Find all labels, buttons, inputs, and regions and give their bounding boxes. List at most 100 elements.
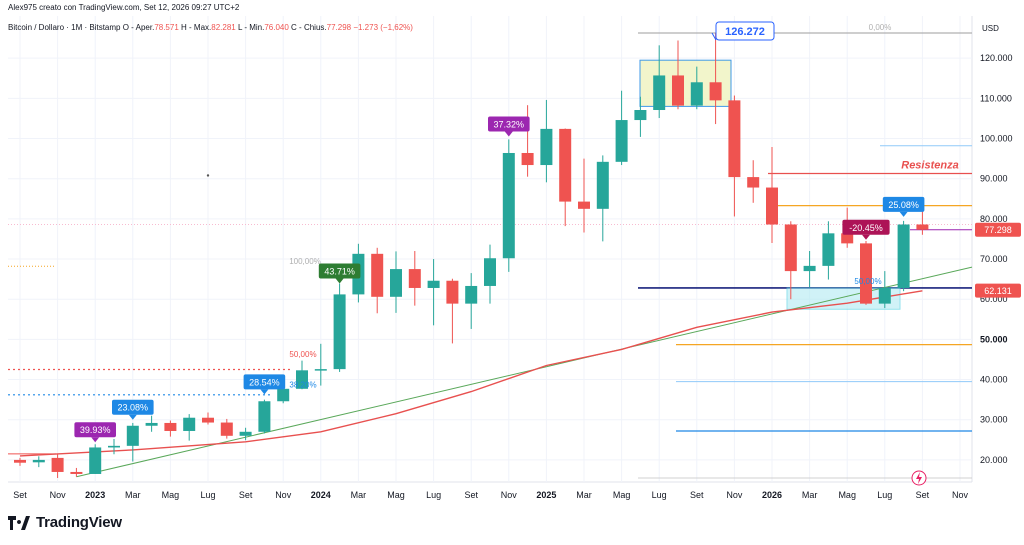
candle-body — [484, 258, 496, 286]
candle — [145, 415, 158, 432]
candle — [108, 439, 120, 455]
y-tick-label: 40.000 — [980, 375, 1008, 385]
tradingview-logo-text: TradingView — [36, 514, 122, 531]
candle-body — [841, 233, 854, 244]
candle-body — [258, 401, 271, 432]
resistance-label: Resistenza — [901, 160, 958, 172]
percent-badge: 39.93% — [74, 422, 116, 443]
candle — [578, 158, 590, 233]
y-tick-label: 120.000 — [980, 53, 1013, 63]
candle — [860, 240, 872, 305]
x-tick-label: Nov — [275, 490, 292, 500]
badge-box — [74, 422, 116, 438]
badge-pointer — [335, 278, 344, 284]
candle — [70, 467, 83, 477]
low-value: 76.040 — [264, 23, 289, 32]
badge-pointer — [899, 211, 908, 217]
x-tick-label: Lug — [426, 490, 441, 500]
candle-body — [51, 457, 64, 472]
x-tick-label: Set — [464, 490, 478, 500]
candle-body — [126, 425, 139, 446]
trendline — [76, 266, 973, 478]
candle — [239, 427, 252, 441]
currency-label: USD — [982, 24, 999, 33]
candle-body — [465, 285, 478, 304]
x-tick-label: 2025 — [536, 490, 556, 500]
candle-body — [822, 233, 835, 266]
x-tick-label: Mar — [576, 490, 592, 500]
close-label: C — [291, 23, 297, 32]
lightning-icon — [911, 470, 927, 486]
x-tick-label: Nov — [50, 490, 67, 500]
lightning-icon-bolt — [916, 472, 922, 484]
chart-annotations: 126.272 0,00% 100,00% 50,00% 38,20% 50,00% Res… — [74, 21, 1021, 486]
percent-badge: 43.71% — [318, 263, 361, 284]
open-text: Aper. — [135, 23, 155, 32]
price-tag: 77.298 — [975, 222, 1021, 237]
percent-badge: 25.08% — [882, 196, 925, 217]
price-tag-text: 77.298 — [984, 225, 1012, 235]
badge-pointer — [128, 414, 137, 420]
badge-box — [882, 196, 925, 212]
x-tick-label: Nov — [726, 490, 743, 500]
badge-text: 37.32% — [494, 120, 525, 130]
candle-body — [314, 369, 327, 371]
candle — [126, 422, 139, 462]
badge-text: 39.93% — [80, 425, 111, 435]
x-tick-label: Mag — [613, 490, 631, 500]
author-line: Alex975 creato con TradingView.com, Set … — [8, 3, 240, 12]
candle-body — [164, 422, 177, 431]
badge-pointer — [91, 437, 100, 443]
candle-body — [596, 161, 609, 209]
candle — [427, 259, 440, 326]
callout-text: 126.272 — [725, 26, 765, 38]
candle-body — [277, 388, 290, 402]
y-tick-label: 80.000 — [980, 214, 1008, 224]
price-tag-box — [975, 222, 1021, 237]
x-tick-label: Lug — [652, 490, 667, 500]
price-tag-box — [975, 283, 1021, 298]
fib-label: 50,00% — [854, 277, 881, 286]
badge-text: -20.45% — [849, 223, 883, 233]
tradingview-logo[interactable]: TradingView — [8, 514, 122, 531]
candle — [484, 244, 496, 304]
percent-badge: 23.08% — [112, 399, 154, 420]
high-text: Max. — [193, 23, 212, 32]
candle-body — [521, 152, 534, 166]
fib-label: 100,00% — [289, 257, 321, 266]
candle-body — [89, 447, 102, 474]
candle-body — [634, 110, 647, 121]
candle — [390, 251, 402, 313]
x-tick-label: Nov — [952, 490, 969, 500]
candle — [89, 444, 102, 474]
candle — [465, 273, 478, 329]
x-tick-label: Lug — [200, 490, 215, 500]
badge-text: 23.08% — [118, 403, 149, 413]
x-tick-label: Set — [916, 490, 930, 500]
candle-body — [916, 224, 929, 230]
x-tick-label: Set — [690, 490, 704, 500]
y-tick-label: 20.000 — [980, 455, 1008, 465]
candle-body — [427, 280, 440, 288]
badge-pointer — [504, 131, 513, 137]
time-axis: Set Nov 2023 Mar Mag Lug Set Nov 2024 Mar Mag Lug Se… — [13, 490, 968, 500]
y-tick-label: 90.000 — [980, 174, 1008, 184]
candle-series — [14, 32, 929, 478]
candle-body — [333, 294, 346, 370]
badge-pointer — [862, 234, 870, 240]
y-tick-label: 60.000 — [980, 294, 1008, 304]
candle — [784, 221, 797, 300]
candle — [747, 160, 760, 203]
candle — [634, 96, 647, 137]
candle — [32, 456, 45, 468]
callout-pointer — [711, 32, 717, 41]
badge-box — [318, 263, 361, 279]
candle-body — [878, 287, 891, 304]
close-text: Chius. — [303, 23, 327, 32]
candle — [51, 453, 64, 478]
candle — [878, 271, 891, 309]
candle — [897, 220, 910, 292]
candle-body — [615, 120, 628, 162]
candle — [690, 66, 703, 110]
